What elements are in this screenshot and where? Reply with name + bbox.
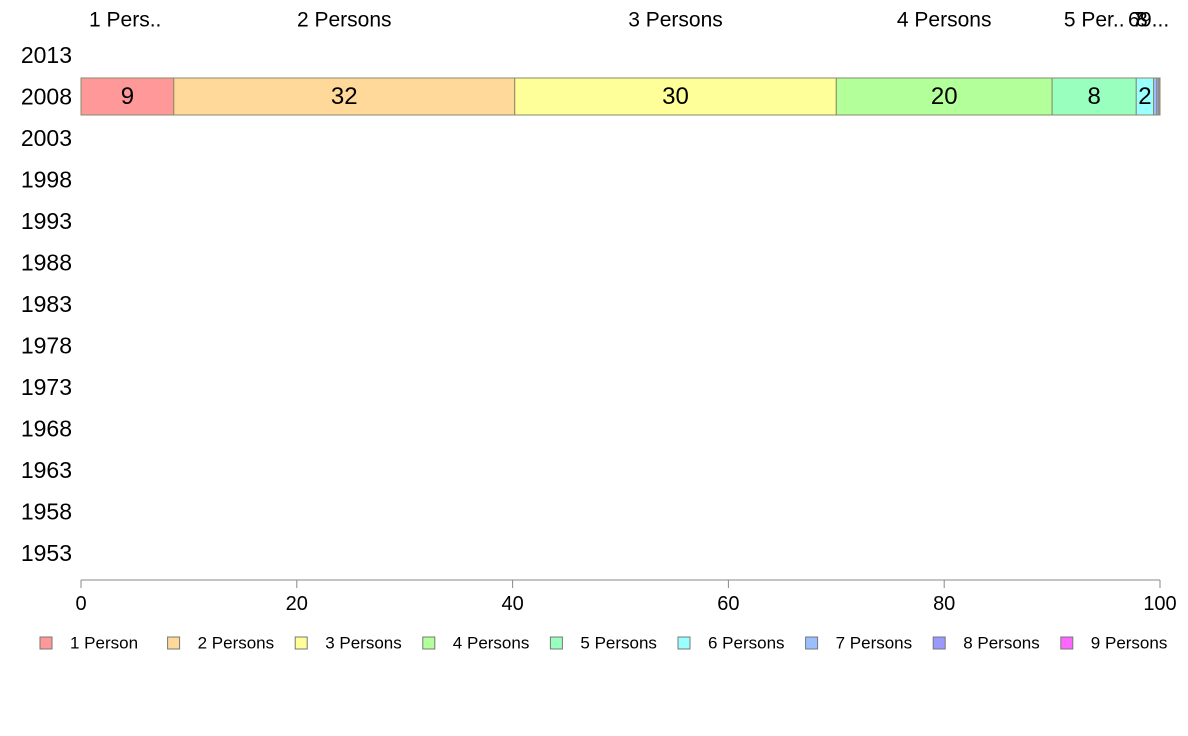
bar-segment — [514, 77, 837, 116]
legend-swatch — [549, 636, 563, 650]
legend-label: 7 Persons — [836, 634, 913, 653]
data-label: 20 — [931, 83, 958, 110]
category-label: 2003 — [21, 125, 72, 151]
legend-label: 4 Persons — [453, 634, 530, 653]
data-label: 30 — [662, 83, 689, 110]
x-tick-label: 20 — [286, 593, 308, 615]
x-tick-label: 80 — [933, 593, 955, 615]
category-label: 1998 — [21, 167, 72, 193]
data-label: 8 — [1088, 83, 1101, 110]
data-label: 32 — [331, 83, 358, 110]
category-label: 1988 — [21, 250, 72, 276]
legend-swatch — [294, 636, 308, 650]
category-label: 2013 — [21, 42, 72, 68]
category-label: 2008 — [21, 84, 72, 110]
category-label: 1983 — [21, 291, 72, 317]
legend-swatch — [805, 636, 819, 650]
legend-label: 1 Person — [70, 634, 138, 653]
data-label: 9 — [121, 83, 134, 110]
segment-header: 5 Per.. — [1064, 9, 1125, 32]
legend-label: 2 Persons — [198, 634, 275, 653]
segment-header: 1 Pers.. — [89, 9, 161, 32]
legend: 1 Person 2 Persons 3 Persons 4 Persons 5 Per… — [39, 634, 1168, 653]
category-label: 1968 — [21, 416, 72, 442]
bar-segment — [1158, 77, 1161, 116]
legend-swatch — [167, 636, 181, 650]
segment-header: 6 — [1128, 9, 1140, 32]
category-label: 1953 — [21, 540, 72, 566]
y-axis-category-labels: 2013 2008 2003 1998 1993 1988 1983 1978 1973 1968… — [21, 42, 72, 566]
x-tick-label: 60 — [717, 593, 739, 615]
segment-header: 8 — [1136, 9, 1148, 32]
category-label: 1978 — [21, 333, 72, 359]
x-tick-label: 0 — [75, 593, 86, 615]
bar-segment — [173, 77, 516, 116]
x-axis: 0 20 40 60 80 100 — [75, 579, 1177, 615]
segment-header: 2 Persons — [297, 9, 392, 32]
legend-label: 8 Persons — [963, 634, 1040, 653]
legend-swatch — [39, 636, 53, 650]
segment-header: 4 Persons — [897, 9, 992, 32]
legend-swatch — [677, 636, 691, 650]
bar-rows: 9 32 30 20 8 2 — [80, 77, 1161, 116]
category-label: 1963 — [21, 457, 72, 483]
segment-header: 7 — [1132, 9, 1144, 32]
legend-swatch — [932, 636, 946, 650]
category-label: 1958 — [21, 499, 72, 525]
x-tick-label: 100 — [1143, 593, 1176, 615]
category-label: 1973 — [21, 374, 72, 400]
legend-swatch — [1060, 636, 1074, 650]
legend-swatch — [422, 636, 436, 650]
segment-header: 9... — [1140, 9, 1169, 32]
legend-label: 3 Persons — [325, 634, 402, 653]
segment-headers: 1 Pers.. 2 Persons 3 Persons 4 Persons 5 Per… — [89, 9, 1169, 32]
segment-header: 3 Persons — [628, 9, 723, 32]
legend-label: 6 Persons — [708, 634, 785, 653]
legend-label: 5 Persons — [580, 634, 657, 653]
data-label: 2 — [1138, 83, 1151, 110]
x-tick-label: 40 — [501, 593, 523, 615]
legend-label: 9 Persons — [1091, 634, 1168, 653]
category-label: 1993 — [21, 208, 72, 234]
